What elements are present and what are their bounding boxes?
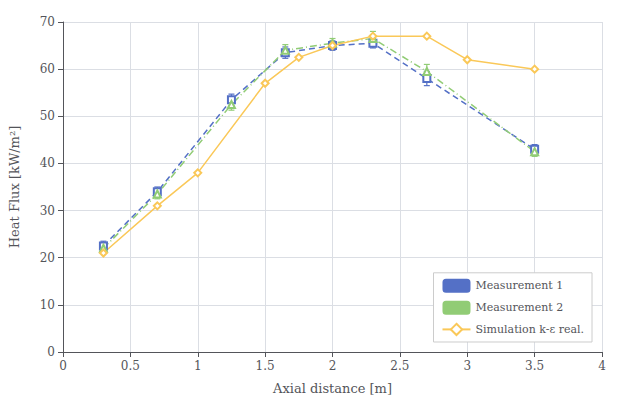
svg-text:0: 0 [59, 359, 67, 373]
svg-text:2.5: 2.5 [390, 359, 409, 373]
svg-text:10: 10 [40, 298, 55, 312]
svg-text:2: 2 [329, 359, 337, 373]
svg-text:1.5: 1.5 [256, 359, 275, 373]
svg-text:Heat Flux [kW/m²]: Heat Flux [kW/m²] [7, 126, 22, 248]
svg-text:Simulation k-ε real.: Simulation k-ε real. [475, 323, 584, 336]
svg-text:40: 40 [40, 156, 55, 170]
svg-text:30: 30 [40, 204, 55, 218]
svg-text:Axial distance [m]: Axial distance [m] [272, 381, 392, 396]
svg-text:70: 70 [40, 15, 55, 29]
svg-text:60: 60 [40, 62, 55, 76]
svg-text:4: 4 [598, 359, 606, 373]
svg-text:1: 1 [194, 359, 202, 373]
svg-text:50: 50 [40, 109, 55, 123]
svg-text:0.5: 0.5 [121, 359, 140, 373]
svg-text:3.5: 3.5 [525, 359, 544, 373]
svg-text:3: 3 [463, 359, 471, 373]
svg-text:0: 0 [47, 345, 55, 359]
svg-text:20: 20 [40, 251, 55, 265]
svg-text:Measurement 1: Measurement 1 [475, 279, 563, 292]
svg-text:Measurement 2: Measurement 2 [475, 301, 563, 314]
